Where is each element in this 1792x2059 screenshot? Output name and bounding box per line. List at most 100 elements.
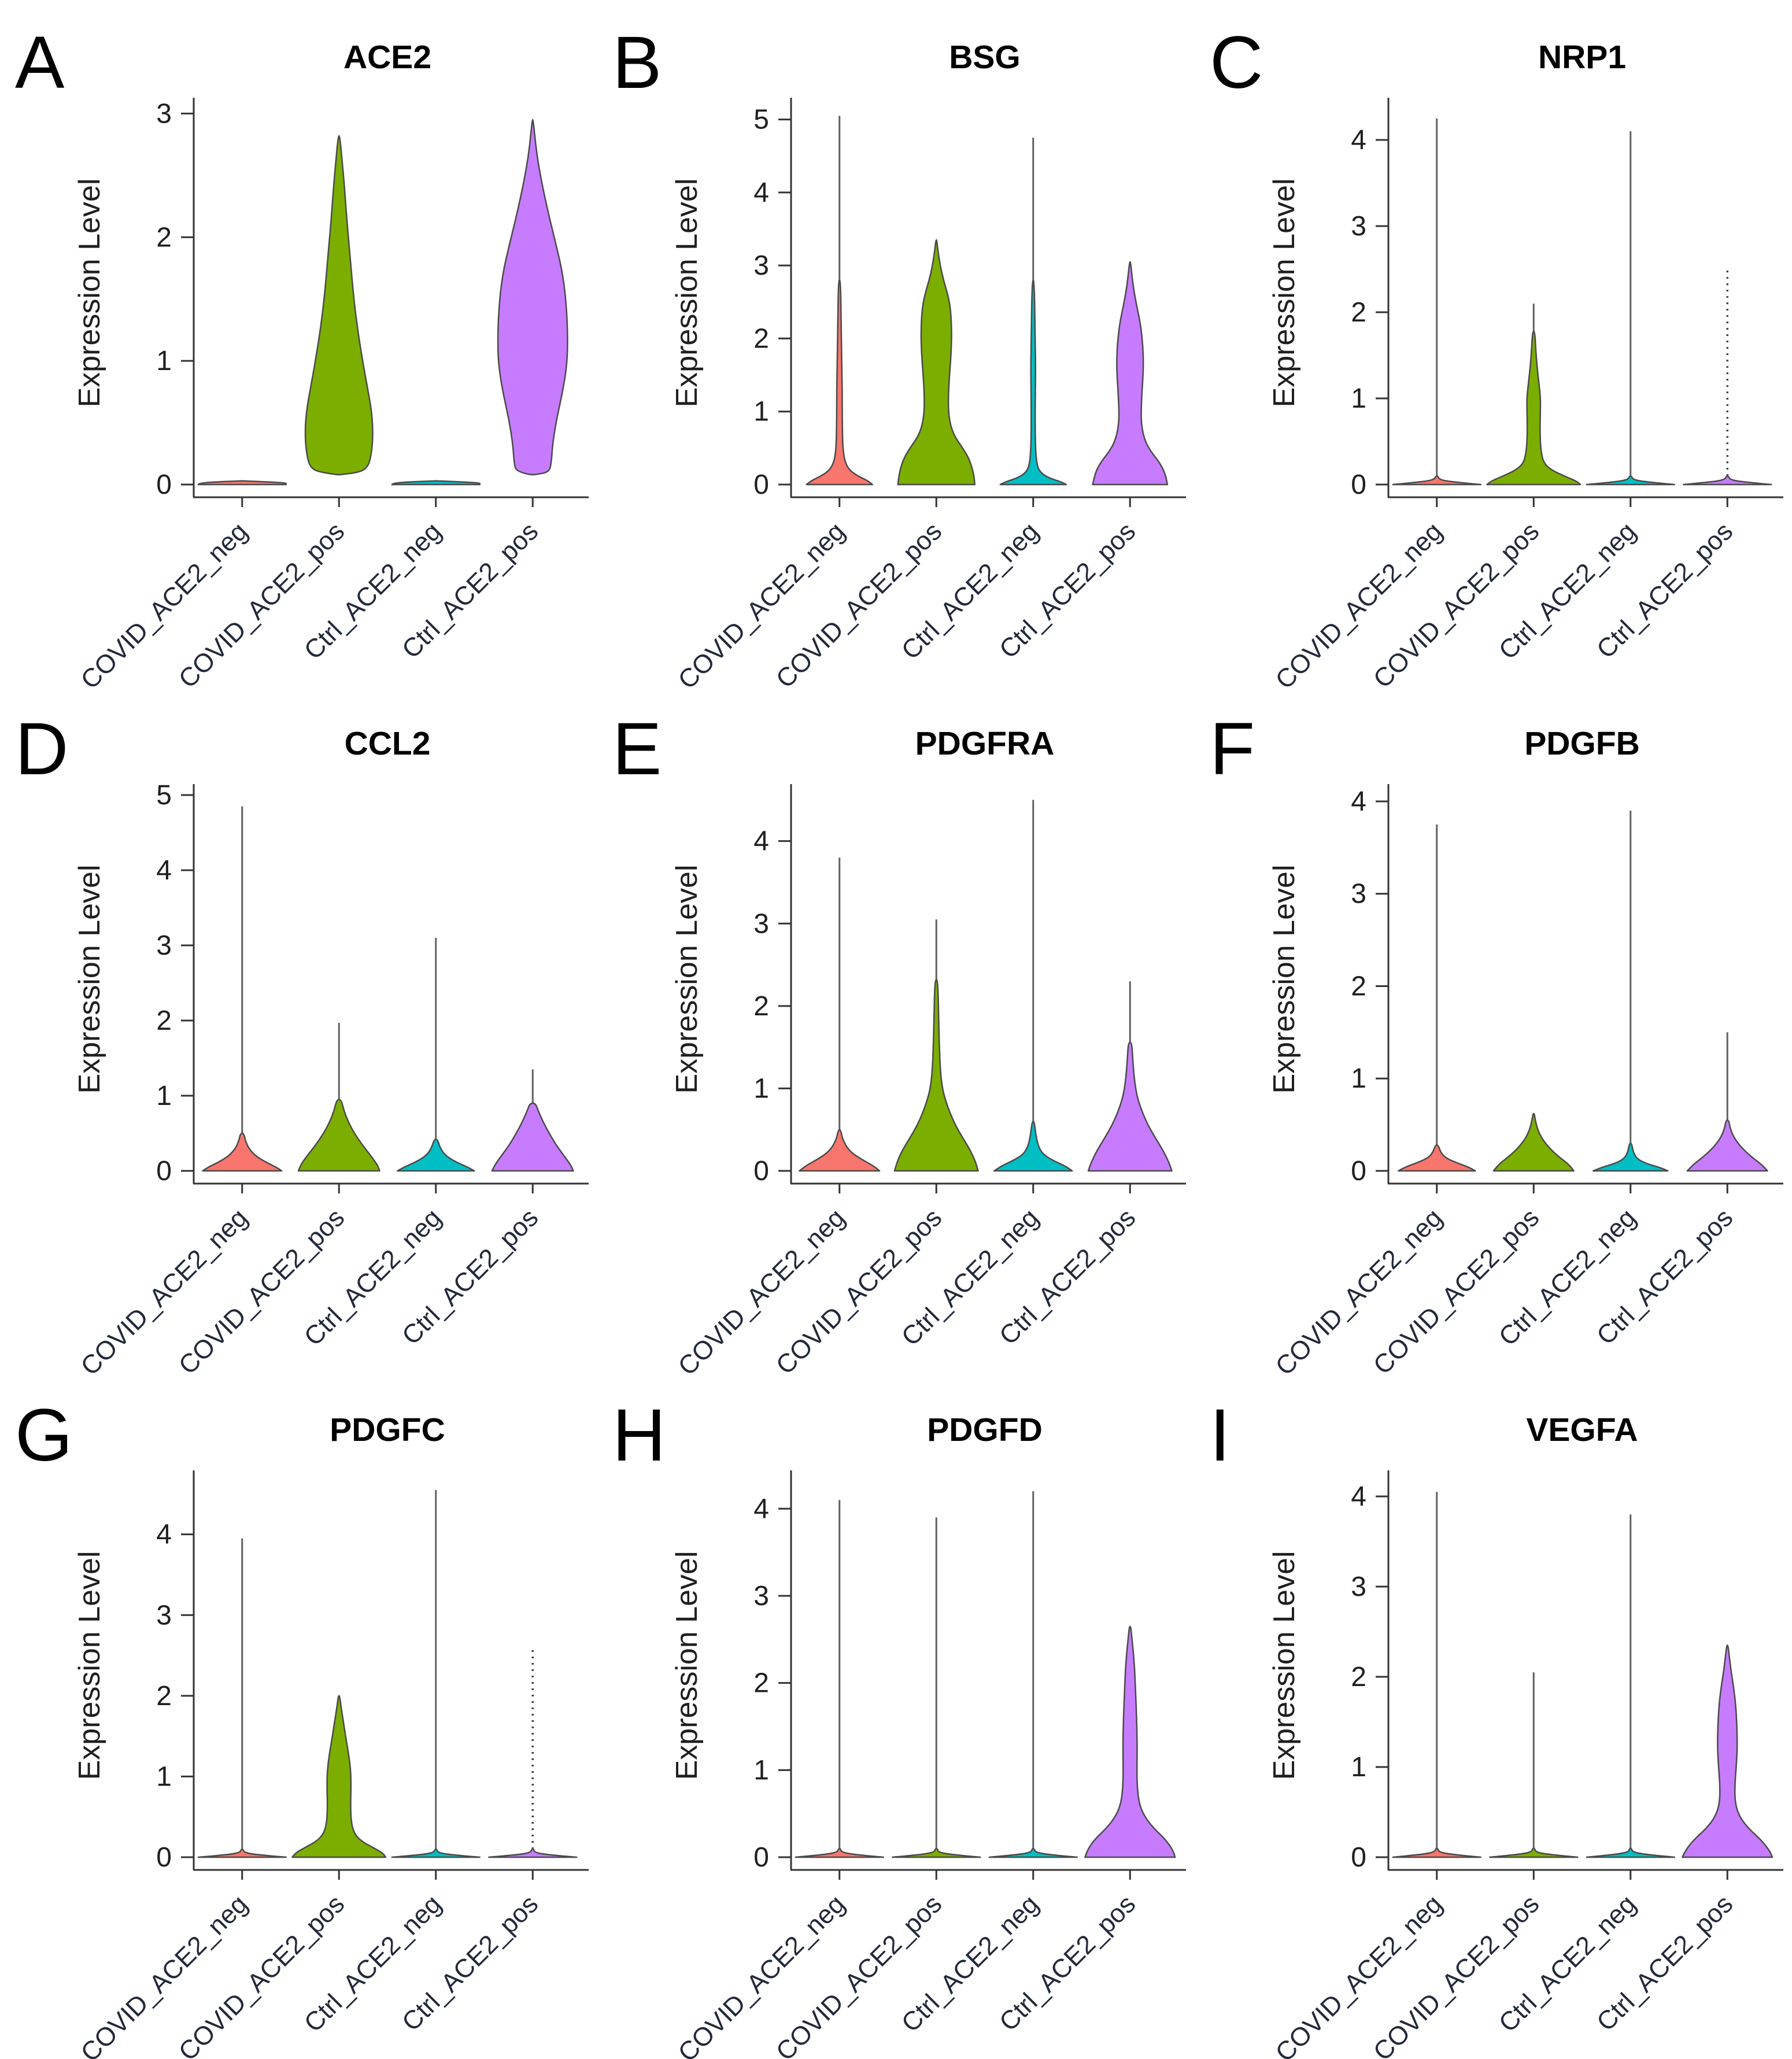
panel-letter: F <box>1210 708 1255 790</box>
y-tick-label: 1 <box>156 1761 172 1792</box>
violin-plot-PDGFRA: E PDGFRA Expression Level 0 1 2 3 4 COVID_ACE2_n… <box>612 708 1186 1373</box>
y-tick-label: 1 <box>1351 383 1366 414</box>
y-axis-label: Expression Level <box>73 179 106 408</box>
x-tick-label: COVID_ACE2_pos <box>770 1203 948 1373</box>
violin-COVID_ACE2_pos <box>291 1695 387 1858</box>
y-axis-label: Expression Level <box>670 865 704 1094</box>
y-tick-label: 0 <box>1351 1842 1366 1873</box>
y-tick-label: 3 <box>1351 211 1366 242</box>
y-tick-label: 0 <box>753 1842 769 1873</box>
panel-title: VEGFA <box>1526 1411 1638 1448</box>
y-tick-label: 1 <box>753 1073 769 1104</box>
violin-plot-NRP1: C NRP1 Expression Level 0 1 2 3 4 COVID_ACE2_neg… <box>1210 21 1783 686</box>
x-tick-label: COVID_ACE2_pos <box>173 1203 350 1373</box>
y-tick-label: 4 <box>1351 125 1366 156</box>
x-tick-label: COVID_ACE2_neg <box>75 1889 253 2059</box>
y-tick-label: 2 <box>1351 971 1366 1001</box>
y-tick-label: 4 <box>1351 1481 1366 1512</box>
panel-G: G PDGFC Expression Level 0 1 2 3 4 COVID_ACE2_ne… <box>0 1373 597 2059</box>
y-tick-label: 2 <box>753 991 769 1022</box>
panel-letter: D <box>15 708 68 790</box>
violin-COVID_ACE2_pos <box>1489 1847 1579 1858</box>
y-tick-label: 3 <box>753 250 769 281</box>
panel-D: D CCL2 Expression Level 0 1 2 3 4 5 COVID_ACE2_ne… <box>0 686 597 1373</box>
x-tick-label: COVID_ACE2_neg <box>1269 1203 1447 1373</box>
panel-letter: A <box>15 21 65 104</box>
y-axis-label: Expression Level <box>1268 179 1301 408</box>
violin-COVID_ACE2_pos <box>897 239 976 486</box>
x-tick-label: COVID_ACE2_pos <box>1368 516 1545 686</box>
x-tick-label: COVID_ACE2_pos <box>1368 1203 1545 1373</box>
violin-Ctrl_ACE2_pos <box>1682 1644 1773 1858</box>
y-tick-label: 4 <box>753 1494 769 1524</box>
panel-C: C NRP1 Expression Level 0 1 2 3 4 COVID_ACE2_neg… <box>1195 0 1792 686</box>
y-tick-label: 3 <box>1351 1572 1366 1602</box>
y-tick-label: 4 <box>753 826 769 857</box>
violin-Ctrl_ACE2_pos <box>1084 1625 1176 1858</box>
y-tick-label: 1 <box>753 1755 769 1786</box>
y-tick-label: 0 <box>156 1156 172 1186</box>
violin-plot-PDGFC: G PDGFC Expression Level 0 1 2 3 4 COVID_ACE2_ne… <box>15 1394 589 2059</box>
y-tick-label: 3 <box>753 908 769 939</box>
violin-COVID_ACE2_neg <box>202 1132 283 1172</box>
violin-COVID_ACE2_neg <box>1392 1847 1482 1858</box>
y-tick-label: 3 <box>156 98 172 129</box>
violin-Ctrl_ACE2_pos <box>497 119 568 476</box>
panel-title: PDGFRA <box>915 725 1055 762</box>
y-axis-label: Expression Level <box>1268 1551 1301 1780</box>
y-tick-label: 1 <box>1351 1752 1366 1783</box>
x-tick-label: COVID_ACE2_neg <box>75 1203 253 1373</box>
y-tick-label: 2 <box>1351 297 1366 328</box>
panel-title: ACE2 <box>343 39 431 76</box>
y-tick-label: 4 <box>156 1520 172 1550</box>
violin-plot-VEGFA: I VEGFA Expression Level 0 1 2 3 4 COVID_ACE2_ne… <box>1210 1394 1783 2059</box>
y-tick-label: 2 <box>753 1668 769 1699</box>
panel-letter: E <box>612 708 662 790</box>
violin-COVID_ACE2_pos <box>297 1099 380 1172</box>
violin-Ctrl_ACE2_pos <box>488 1848 578 1858</box>
violin-COVID_ACE2_neg <box>1398 1144 1476 1172</box>
panel-title: CCL2 <box>345 725 431 762</box>
panel-B: B BSG Expression Level 0 1 2 3 4 5 COVID_ACE2_neg… <box>597 0 1195 686</box>
x-tick-label: COVID_ACE2_neg <box>75 516 253 686</box>
violin-Ctrl_ACE2_pos <box>1683 475 1772 486</box>
y-tick-label: 3 <box>156 930 172 961</box>
violin-Ctrl_ACE2_pos <box>1686 1119 1768 1172</box>
violin-Ctrl_ACE2_neg <box>391 1848 481 1858</box>
x-tick-label: COVID_ACE2_neg <box>672 1889 850 2059</box>
y-tick-label: 4 <box>1351 786 1366 817</box>
violin-Ctrl_ACE2_neg <box>1592 1142 1669 1172</box>
y-axis-label: Expression Level <box>1268 865 1301 1094</box>
y-tick-label: 0 <box>753 470 769 500</box>
y-tick-label: 0 <box>1351 1156 1366 1186</box>
y-tick-label: 2 <box>753 323 769 354</box>
panel-letter: G <box>15 1394 73 1477</box>
violin-COVID_ACE2_pos <box>892 1847 981 1858</box>
y-tick-label: 5 <box>156 780 172 811</box>
panel-title: PDGFC <box>330 1411 445 1448</box>
x-tick-label: COVID_ACE2_pos <box>173 1889 350 2059</box>
violin-plot-ACE2: A ACE2 Expression Level 0 1 2 3 COVID_ACE2_negC… <box>15 21 589 686</box>
violin-Ctrl_ACE2_neg <box>391 480 481 486</box>
panel-title: BSG <box>949 39 1021 76</box>
violin-Ctrl_ACE2_neg <box>988 1847 1078 1858</box>
y-tick-label: 4 <box>156 855 172 886</box>
y-axis-label: Expression Level <box>670 179 704 408</box>
y-axis-label: Expression Level <box>73 1551 106 1780</box>
panel-title: NRP1 <box>1538 39 1626 76</box>
panel-letter: B <box>612 21 662 104</box>
panel-I: I VEGFA Expression Level 0 1 2 3 4 COVID_ACE2_ne… <box>1195 1373 1792 2059</box>
violin-Ctrl_ACE2_neg <box>993 1121 1073 1172</box>
panel-E: E PDGFRA Expression Level 0 1 2 3 4 COVID_ACE2_n… <box>597 686 1195 1373</box>
y-tick-label: 0 <box>156 1842 172 1873</box>
y-tick-label: 4 <box>753 178 769 208</box>
violin-COVID_ACE2_pos <box>893 978 979 1172</box>
y-tick-label: 1 <box>156 346 172 376</box>
violin-plot-PDGFB: F PDGFB Expression Level 0 1 2 3 4 COVID_ACE2_ne… <box>1210 708 1783 1373</box>
y-tick-label: 2 <box>156 1681 172 1711</box>
y-tick-label: 1 <box>156 1081 172 1111</box>
y-tick-label: 2 <box>156 222 172 253</box>
violin-COVID_ACE2_pos <box>304 135 374 476</box>
y-tick-label: 3 <box>156 1600 172 1631</box>
y-tick-label: 3 <box>753 1581 769 1611</box>
